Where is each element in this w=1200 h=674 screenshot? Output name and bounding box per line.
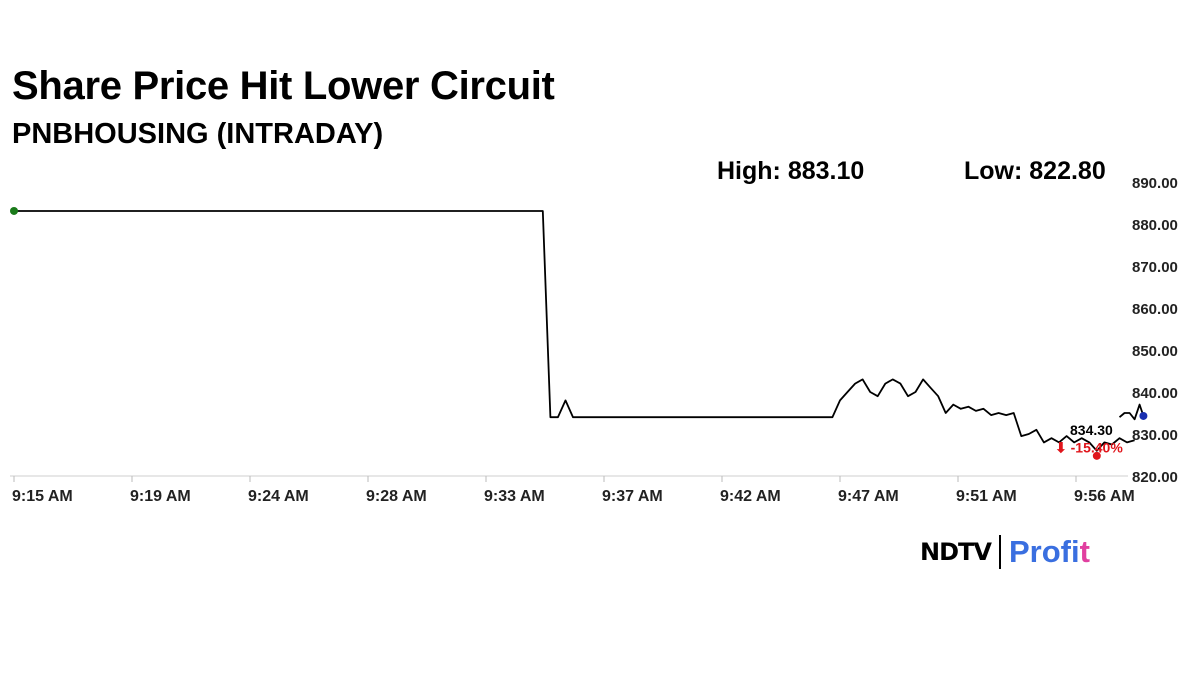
- high-value: High: 883.10: [717, 157, 865, 185]
- x-tick-label: 9:15 AM: [12, 488, 73, 505]
- price-series-line: [1118, 403, 1145, 421]
- price-point-marker: [10, 206, 18, 215]
- y-tick-label: 880.00: [1132, 217, 1178, 234]
- y-tick-label: 890.00: [1132, 175, 1178, 192]
- x-tick-label: 9:28 AM: [366, 488, 427, 505]
- logo-divider: [998, 535, 1001, 569]
- y-tick-label: 830.00: [1132, 427, 1178, 444]
- y-tick-label: 820.00: [1132, 469, 1178, 486]
- last-price-label: 834.30: [1070, 422, 1113, 438]
- x-tick-label: 9:19 AM: [130, 488, 191, 505]
- x-tick-label: 9:56 AM: [1074, 488, 1135, 505]
- x-tick-label: 9:24 AM: [248, 488, 309, 505]
- x-tick-label: 9:47 AM: [838, 488, 899, 505]
- logo-ndtv: NDTV: [920, 538, 992, 566]
- price-point-marker: [1092, 451, 1101, 460]
- change-percent-label: ⬇ -15.40%: [1055, 440, 1123, 456]
- logo-profit: Profit: [1008, 534, 1090, 569]
- y-tick-label: 840.00: [1132, 385, 1178, 402]
- x-tick-label: 9:37 AM: [602, 488, 663, 505]
- price-markers: [10, 206, 1148, 460]
- x-tick-label: 9:51 AM: [956, 488, 1017, 505]
- x-tick-label: 9:33 AM: [484, 488, 545, 505]
- y-tick-label: 870.00: [1132, 259, 1178, 276]
- ndtv-profit-logo: NDTV Profit: [920, 532, 1090, 572]
- y-tick-label: 850.00: [1132, 343, 1178, 360]
- y-axis-ticks: 890.00 880.00 870.00 860.00 850.00 840.00 830.…: [1132, 175, 1178, 486]
- x-tick-label: 9:42 AM: [720, 488, 781, 505]
- y-tick-label: 860.00: [1132, 301, 1178, 318]
- chart-subtitle: PNBHOUSING (INTRADAY): [12, 118, 384, 150]
- x-axis-ticks: 9:15 AM 9:19 AM 9:24 AM 9:28 AM 9:33 AM 9:37 …: [12, 476, 1135, 505]
- low-value: Low: 822.80: [964, 157, 1106, 185]
- price-lines: [14, 210, 1145, 452]
- chart-title: Share Price Hit Lower Circuit: [12, 64, 555, 108]
- price-point-marker: [1139, 411, 1148, 420]
- price-series-line: [14, 210, 1135, 452]
